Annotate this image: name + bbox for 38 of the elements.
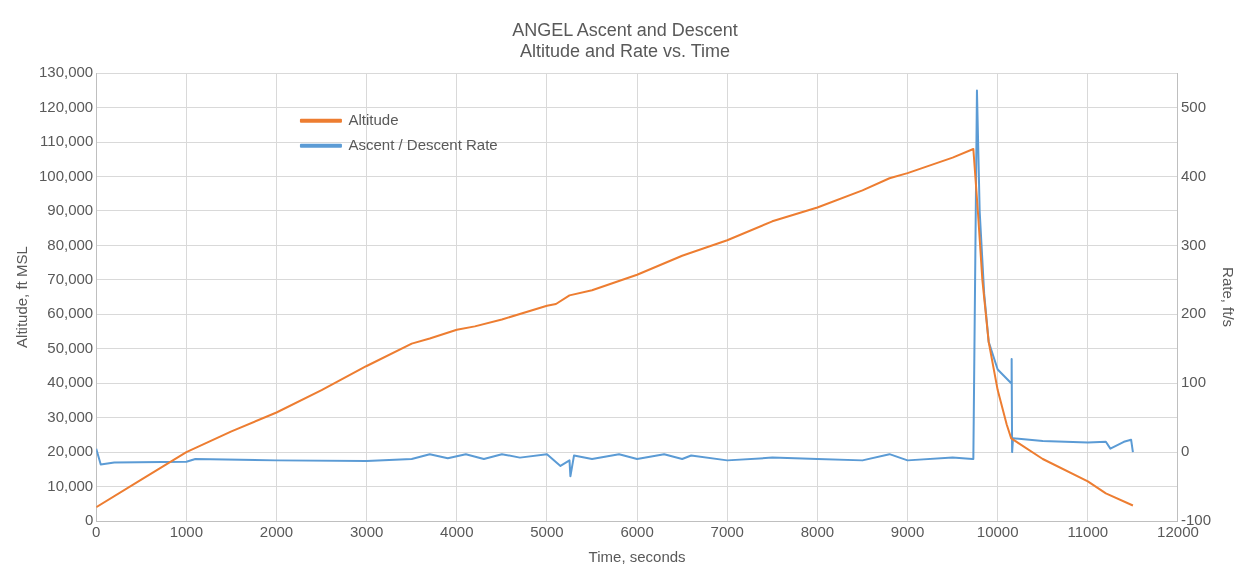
x-tick-label: 1000 xyxy=(169,523,204,541)
y-tick-label: 80,000 xyxy=(47,235,94,253)
x-axis-title: Time, seconds xyxy=(588,548,686,566)
y-axis-title: Altitude, ft MSL xyxy=(13,246,31,348)
x-tick-label: 9000 xyxy=(890,523,925,541)
x-tick-label: 5000 xyxy=(530,523,564,541)
x-tick-label: 11000 xyxy=(1067,523,1109,541)
y-tick-label: 0 xyxy=(84,511,94,529)
x-tick-label: 10000 xyxy=(976,523,1019,541)
y2-tick-label: 100 xyxy=(1180,373,1207,391)
y-tick-label: 110,000 xyxy=(40,132,94,150)
x-tick-label: 8000 xyxy=(800,523,835,541)
y-tick-label: 20,000 xyxy=(47,442,94,460)
y-tick-label: 60,000 xyxy=(47,304,94,322)
y2-tick-label: 200 xyxy=(1180,304,1207,322)
y-tick-label: 70,000 xyxy=(47,270,94,288)
chart-title: ANGEL Ascent and Descent xyxy=(512,19,738,40)
y2-tick-label: 0 xyxy=(1180,442,1190,460)
y-tick-label: 120,000 xyxy=(38,97,94,115)
y2-tick-label: 300 xyxy=(1180,235,1207,253)
y2-tick-label: 500 xyxy=(1180,97,1207,115)
x-tick-label: 7000 xyxy=(710,523,744,541)
y-tick-label: 130,000 xyxy=(38,63,94,81)
x-tick-label: 3000 xyxy=(349,523,384,541)
y-tick-label: 40,000 xyxy=(47,373,94,391)
legend-label: Altitude xyxy=(348,110,399,128)
y2-axis-title: Rate, ft/s xyxy=(1219,267,1237,328)
x-tick-label: 4000 xyxy=(440,523,474,541)
legend-label: Ascent / Descent Rate xyxy=(348,135,498,153)
y-tick-label: 100,000 xyxy=(38,166,94,184)
y-tick-label: 90,000 xyxy=(47,201,94,219)
x-tick-label: 6000 xyxy=(620,523,654,541)
y-tick-label: 30,000 xyxy=(47,407,94,425)
y-tick-label: 50,000 xyxy=(47,338,94,356)
y-tick-label: 10,000 xyxy=(47,476,94,494)
chart-subtitle: Altitude and Rate vs. Time xyxy=(519,41,731,62)
x-tick-label: 2000 xyxy=(259,523,294,541)
y2-tick-label: 400 xyxy=(1180,166,1207,184)
